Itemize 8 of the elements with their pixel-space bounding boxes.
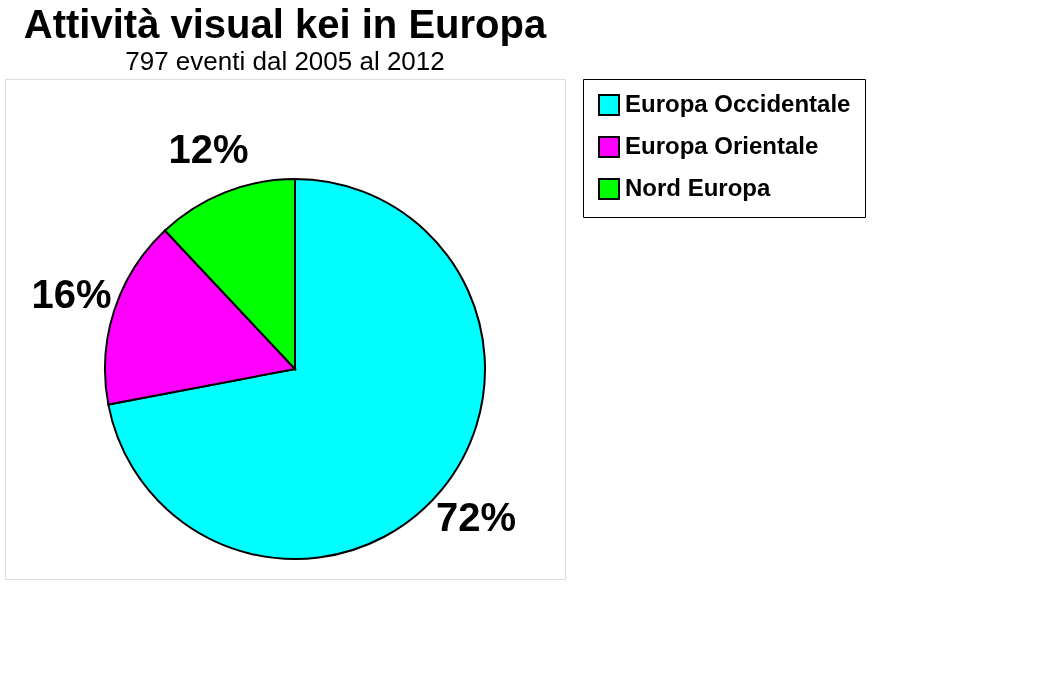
legend-label: Europa Occidentale	[625, 90, 851, 117]
data-label: 72%	[436, 494, 517, 539]
data-label: 16%	[31, 272, 112, 317]
chart-subtitle: 797 eventi dal 2005 al 2012	[125, 45, 445, 76]
legend-label: Nord Europa	[625, 174, 771, 201]
legend-label: Europa Orientale	[625, 132, 819, 159]
data-label: 12%	[168, 126, 249, 171]
chart-title: Attività visual kei in Europa	[23, 1, 547, 46]
